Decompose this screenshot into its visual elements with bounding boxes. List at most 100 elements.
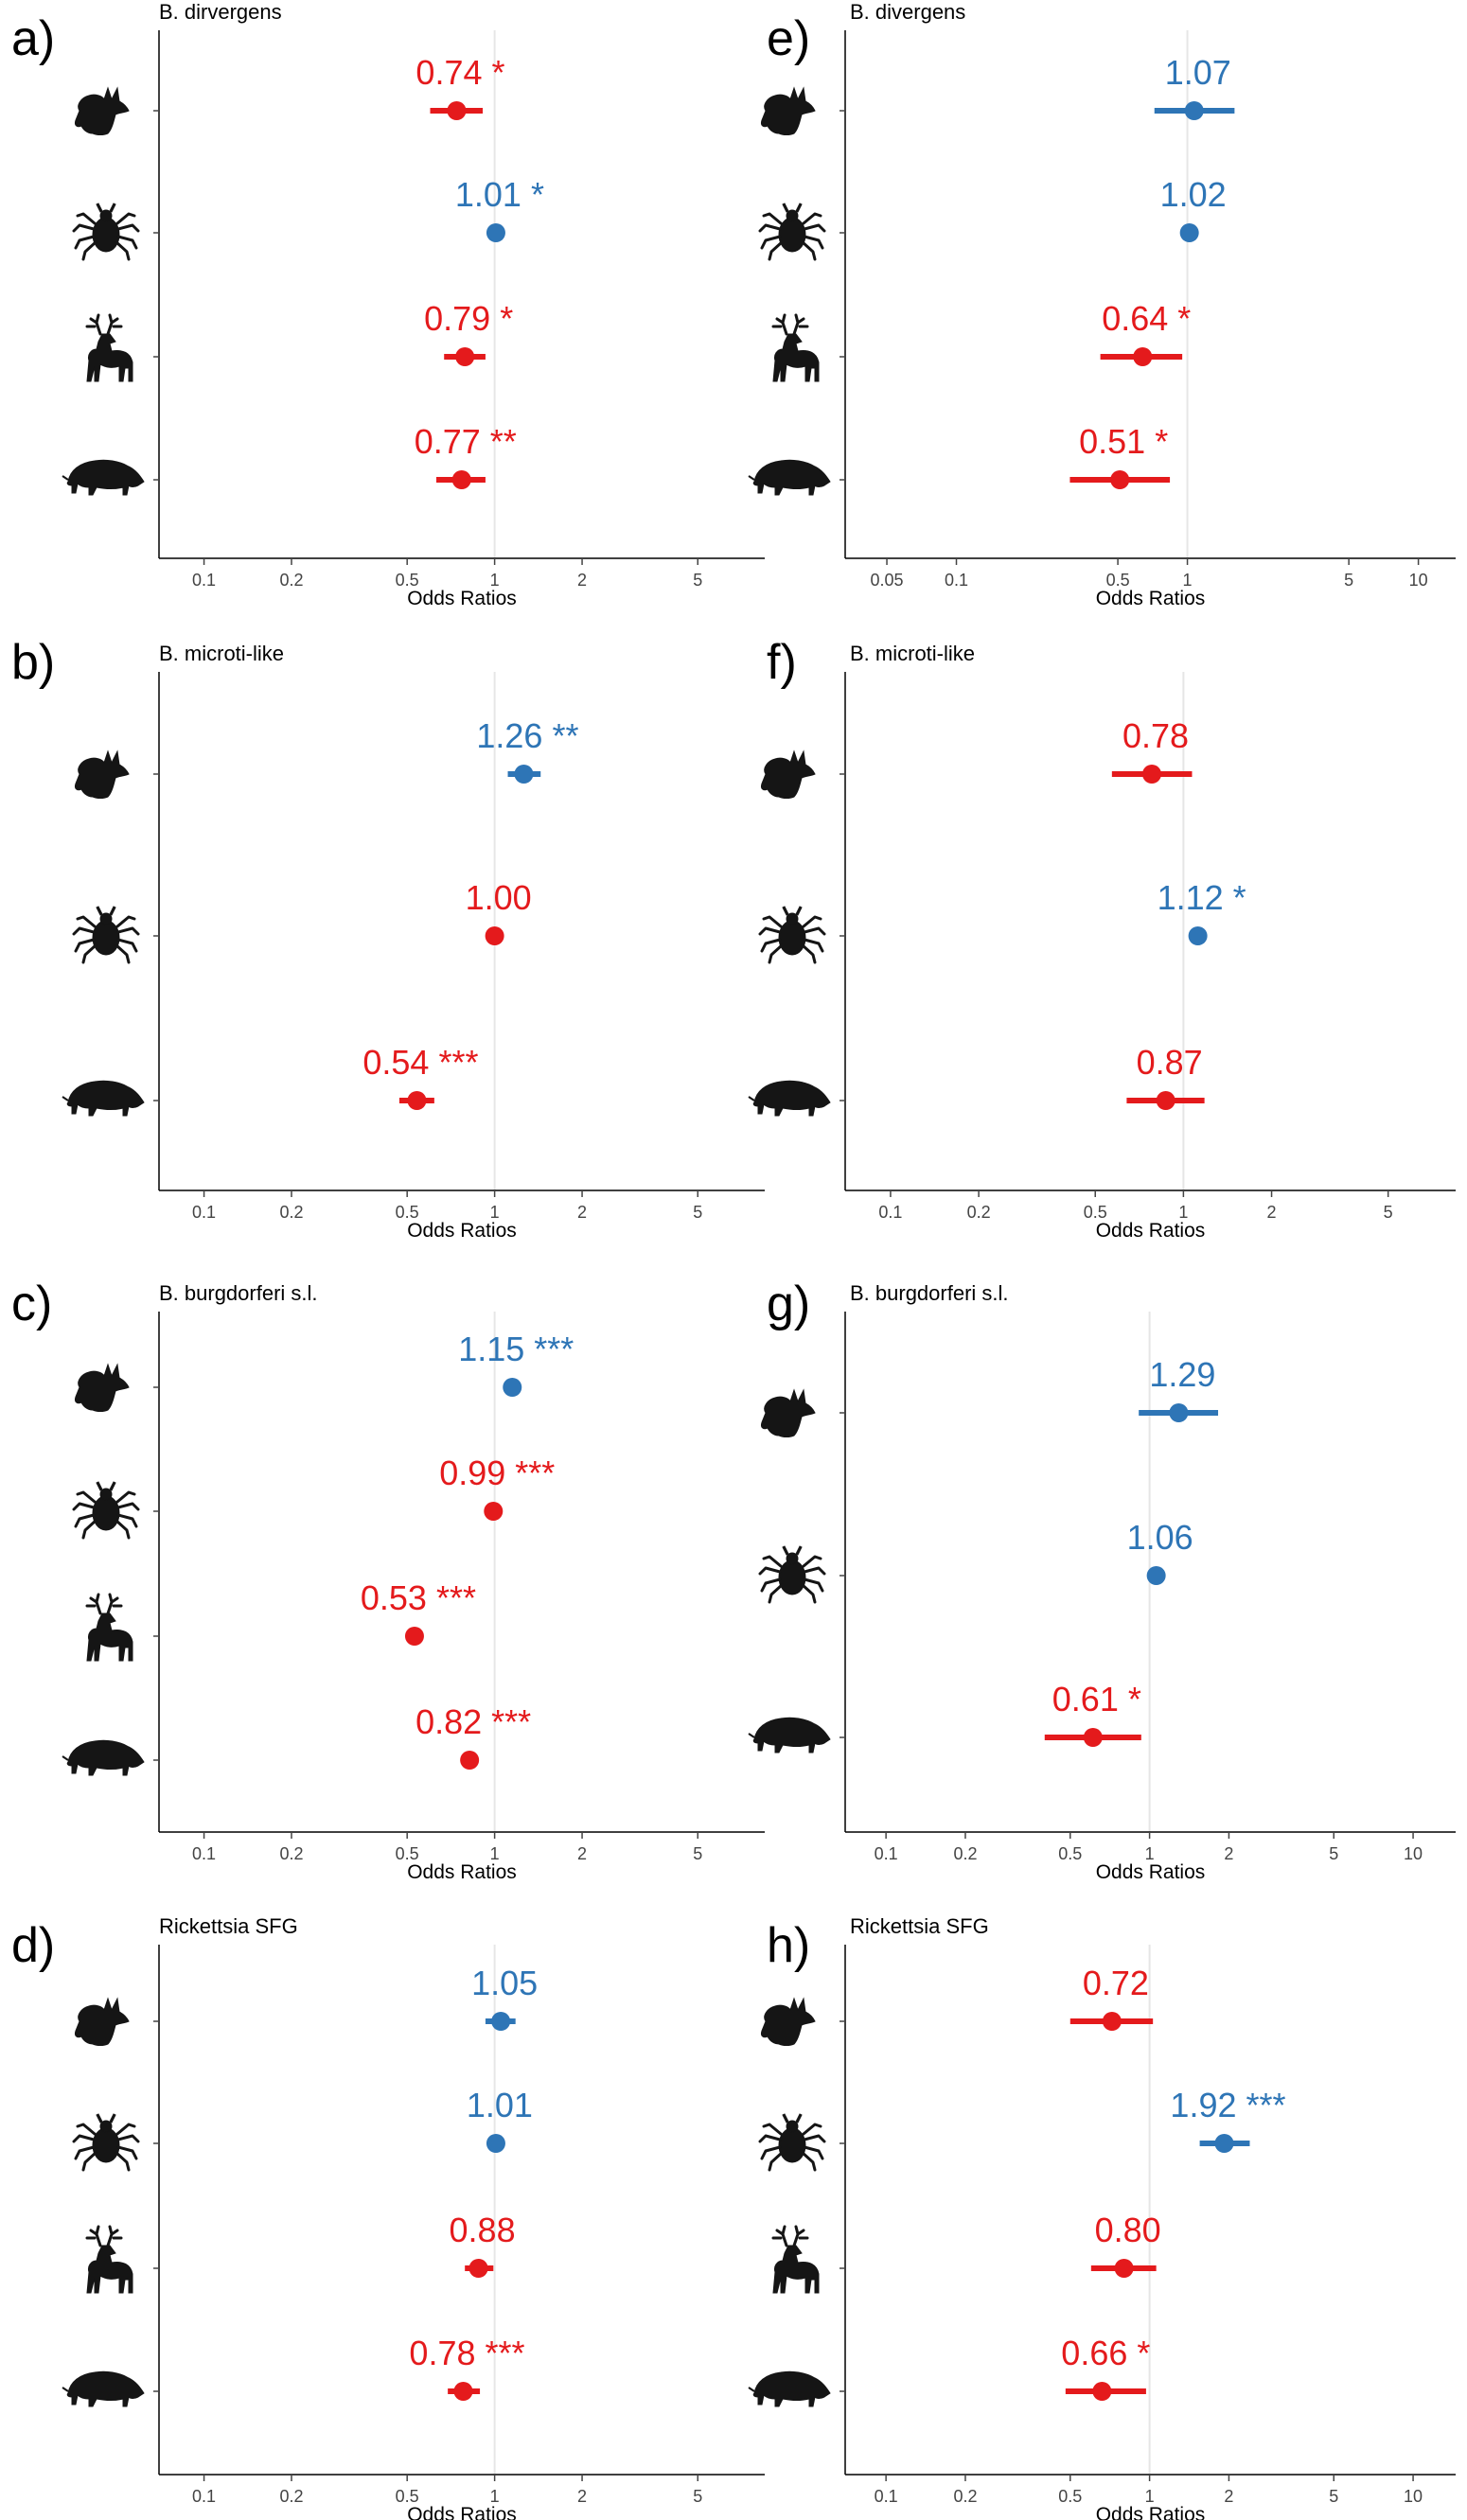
value-label: 0.61 * <box>1052 1680 1141 1718</box>
value-label: 0.78 *** <box>409 2334 524 2372</box>
odds-ratio-point <box>1114 2259 1134 2278</box>
x-tick-label: 0.2 <box>967 1203 991 1222</box>
tick-icon <box>758 905 826 964</box>
x-tick-label: 0.5 <box>1106 571 1130 590</box>
boar-icon <box>748 1717 831 1753</box>
x-tick-label: 5 <box>693 1844 702 1863</box>
fox-icon <box>760 750 816 799</box>
odds-ratio-point <box>486 223 505 242</box>
fox-icon <box>74 87 130 135</box>
x-tick-label: 0.2 <box>279 1844 303 1863</box>
x-tick-label: 10 <box>1404 1844 1423 1863</box>
value-label: 0.77 ** <box>415 422 517 461</box>
forest-panel: f) B. microti-like 0.1 0.2 0.5 1 2 5 Odds Ratios… <box>748 635 1456 1242</box>
x-tick-label: 0.1 <box>875 2487 898 2506</box>
value-label: 1.00 <box>466 878 532 917</box>
x-tick-label: 5 <box>1329 2487 1338 2506</box>
value-label: 0.99 *** <box>439 1454 555 1492</box>
value-label: 0.78 <box>1122 716 1189 755</box>
x-tick-label: 0.2 <box>953 1844 977 1863</box>
odds-ratio-point <box>1156 1091 1175 1110</box>
fox-icon <box>760 1389 816 1437</box>
odds-ratio-point <box>1179 223 1199 242</box>
x-tick-label: 2 <box>577 1203 587 1222</box>
deer-icon <box>85 1593 134 1663</box>
value-label: 1.15 *** <box>458 1330 574 1368</box>
value-label: 1.01 * <box>455 175 544 214</box>
x-tick-label: 0.5 <box>1058 1844 1082 1863</box>
tick-icon <box>758 1544 826 1604</box>
odds-ratio-point <box>1133 347 1153 366</box>
x-tick-label: 0.1 <box>945 571 968 590</box>
value-label: 0.79 * <box>424 299 513 338</box>
forest-panel: c) B. burgdorferi s.l. 0.1 0.2 0.5 1 2 5 Odds Ra… <box>11 1277 765 1883</box>
odds-ratio-point <box>1146 1566 1166 1585</box>
forest-panel: a) B. dirvergens 0.1 0.2 0.5 1 2 5 Odds Ratios 0.… <box>11 0 765 609</box>
panel-letter: f) <box>767 635 797 690</box>
odds-ratio-point <box>486 2134 505 2153</box>
panel-title: B. burgdorferi s.l. <box>850 1281 1009 1305</box>
value-label: 0.54 *** <box>362 1043 478 1082</box>
tick-icon <box>72 905 140 964</box>
boar-icon <box>62 2370 145 2407</box>
x-tick-label: 0.2 <box>279 1203 303 1222</box>
forest-panel: b) B. microti-like 0.1 0.2 0.5 1 2 5 Odds Ratios… <box>11 635 765 1242</box>
panel-title: Rickettsia SFG <box>850 1914 989 1938</box>
x-axis-label: Odds Ratios <box>407 1861 517 1883</box>
x-tick-label: 2 <box>577 571 587 590</box>
x-tick-label: 0.5 <box>1058 2487 1082 2506</box>
odds-ratio-point <box>460 1751 480 1770</box>
odds-ratio-point <box>451 470 471 489</box>
x-axis-label: Odds Ratios <box>407 1220 517 1242</box>
tick-icon <box>72 1480 140 1540</box>
value-label: 1.07 <box>1165 53 1231 92</box>
odds-ratio-point <box>1169 1403 1189 1422</box>
odds-ratio-point <box>484 1502 504 1521</box>
x-tick-label: 5 <box>693 2487 702 2506</box>
value-label: 0.88 <box>450 2211 516 2249</box>
value-label: 0.66 * <box>1061 2334 1150 2372</box>
value-label: 1.05 <box>471 1964 538 2002</box>
odds-ratio-point <box>1083 1728 1103 1747</box>
x-tick-label: 2 <box>1224 1844 1233 1863</box>
value-label: 0.51 * <box>1079 422 1168 461</box>
forest-panel: e) B. divergens 0.05 0.1 0.5 1 5 10 Odds Ratios 1… <box>748 0 1456 609</box>
x-tick-label: 1 <box>1145 2487 1155 2506</box>
deer-icon <box>85 313 134 383</box>
deer-icon <box>85 2225 134 2295</box>
x-axis-label: Odds Ratios <box>1096 1220 1206 1242</box>
value-label: 0.72 <box>1083 1964 1149 2002</box>
x-tick-label: 5 <box>1344 571 1353 590</box>
odds-ratio-point <box>1102 2012 1122 2031</box>
odds-ratio-point <box>453 2382 473 2401</box>
panel-title: B. dirvergens <box>159 0 282 24</box>
x-axis-label: Odds Ratios <box>1096 1861 1206 1883</box>
x-tick-label: 2 <box>1224 2487 1233 2506</box>
x-tick-label: 1 <box>490 2487 500 2506</box>
value-label: 1.92 *** <box>1170 2086 1285 2124</box>
value-label: 0.80 <box>1095 2211 1161 2249</box>
x-tick-label: 5 <box>693 571 702 590</box>
odds-ratio-point <box>1092 2382 1112 2401</box>
boar-icon <box>748 1080 831 1117</box>
x-tick-label: 1 <box>1145 1844 1155 1863</box>
odds-ratio-point <box>514 765 534 784</box>
x-axis-label: Odds Ratios <box>407 2504 517 2520</box>
x-tick-label: 10 <box>1404 2487 1423 2506</box>
x-tick-label: 0.2 <box>953 2487 977 2506</box>
x-tick-label: 0.1 <box>192 571 216 590</box>
x-tick-label: 0.5 <box>1084 1203 1107 1222</box>
odds-ratio-point <box>407 1091 427 1110</box>
deer-icon <box>771 313 821 383</box>
odds-ratio-point <box>447 101 467 120</box>
value-label: 0.74 * <box>415 53 504 92</box>
odds-ratio-point <box>491 2012 511 2031</box>
boar-icon <box>748 2370 831 2407</box>
odds-ratio-point <box>503 1378 522 1397</box>
value-label: 1.02 <box>1160 175 1227 214</box>
panel-title: Rickettsia SFG <box>159 1914 298 1938</box>
panel-letter: e) <box>767 11 810 66</box>
value-label: 0.53 *** <box>361 1578 476 1617</box>
